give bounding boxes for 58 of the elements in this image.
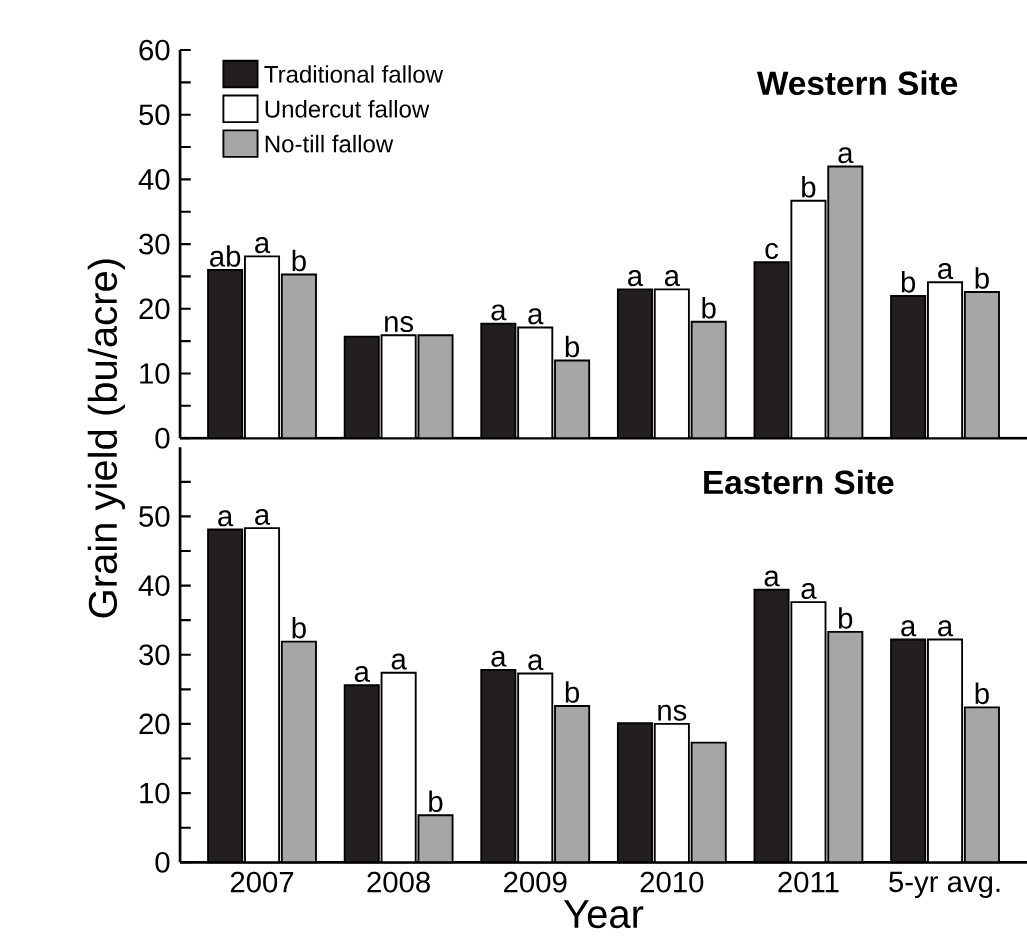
y-tick-label: 0 bbox=[155, 851, 170, 873]
data-label: a bbox=[664, 269, 680, 287]
y-tick-label: 40 bbox=[138, 168, 170, 190]
y-tick-label: 0 bbox=[155, 427, 170, 449]
data-label: b bbox=[565, 335, 580, 358]
data-label: b bbox=[565, 681, 580, 703]
data-label: a bbox=[528, 308, 544, 325]
data-label: a bbox=[255, 236, 271, 254]
data-label: b bbox=[292, 616, 306, 639]
data-label: a bbox=[491, 304, 507, 321]
data-label: ns bbox=[658, 704, 687, 721]
data-label: a bbox=[491, 650, 507, 667]
y-tick-label: 10 bbox=[140, 362, 170, 384]
y-tick-label: 50 bbox=[139, 104, 170, 125]
data-label: b bbox=[429, 790, 443, 812]
y-tick-label: 50 bbox=[139, 505, 170, 527]
y-tick-label: 40 bbox=[138, 575, 170, 596]
data-label: b bbox=[802, 175, 816, 198]
data-label: a bbox=[354, 665, 370, 682]
x-axis-title: Year bbox=[563, 900, 644, 929]
x-tick-label: 2010 bbox=[640, 871, 704, 893]
data-label: b bbox=[975, 682, 989, 704]
data-label: a bbox=[764, 570, 780, 587]
legend-label: No-till fallow bbox=[265, 134, 394, 153]
x-tick-label: 2011 bbox=[778, 871, 839, 893]
data-label: a bbox=[628, 269, 644, 287]
chart-title: Western Site bbox=[756, 70, 958, 95]
legend-label: Traditional fallow bbox=[264, 65, 444, 83]
x-tick-label: 2008 bbox=[367, 871, 430, 893]
data-label: b bbox=[839, 607, 853, 629]
data-label: a bbox=[255, 508, 271, 525]
x-tick-label: 2007 bbox=[230, 871, 294, 893]
y-tick-label: 30 bbox=[139, 233, 170, 255]
data-label: a bbox=[838, 147, 854, 164]
y-tick-label: 20 bbox=[139, 298, 170, 320]
data-label: a bbox=[938, 262, 954, 279]
data-label: ab bbox=[210, 245, 241, 267]
legend-label: Undercut fallow bbox=[265, 99, 430, 118]
data-label: b bbox=[702, 296, 716, 319]
data-label: a bbox=[901, 620, 917, 637]
data-label: c bbox=[765, 242, 779, 259]
y-tick-label: 10 bbox=[140, 782, 170, 804]
data-label: a bbox=[218, 510, 234, 527]
data-label: a bbox=[801, 582, 817, 599]
data-label: b bbox=[901, 270, 916, 293]
y-tick-label: 20 bbox=[139, 713, 170, 735]
y-tick-label: 30 bbox=[139, 644, 170, 665]
x-tick-label: 5-yr avg. bbox=[889, 871, 1000, 898]
x-tick-label: 2009 bbox=[504, 871, 567, 893]
data-label: ns bbox=[385, 315, 414, 332]
data-label: a bbox=[391, 653, 407, 670]
data-label: a bbox=[938, 620, 954, 637]
data-label: b bbox=[975, 267, 989, 289]
data-label: a bbox=[528, 654, 544, 671]
y-axis-title: Grain yield (bu/acre) bbox=[87, 259, 125, 618]
data-label: b bbox=[292, 249, 306, 272]
text: Eastern Site bbox=[704, 469, 894, 495]
y-tick-label: 60 bbox=[139, 39, 170, 61]
